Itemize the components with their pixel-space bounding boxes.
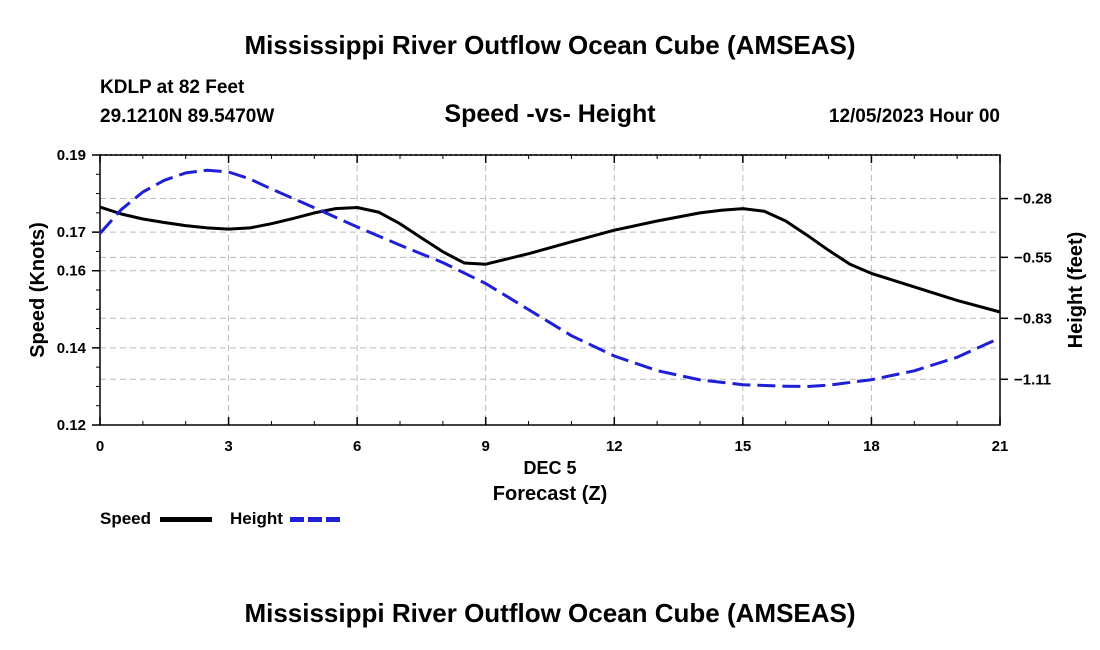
- y-axis-left-title: Speed (Knots): [27, 222, 49, 358]
- station-coordinates: 29.1210N 89.5470W: [100, 106, 275, 127]
- chart-subtitle: Speed -vs- Height: [444, 100, 656, 128]
- x-tick-label: 12: [606, 438, 623, 455]
- footer-title: Mississippi River Outflow Ocean Cube (AM…: [244, 598, 856, 628]
- y-axis-right-title: Height (feet): [1065, 232, 1087, 349]
- y-right-tick-label: −0.83: [1014, 310, 1052, 327]
- legend-height-swatch: [290, 517, 342, 522]
- legend-speed-label: Speed: [100, 509, 152, 528]
- axis-ticks: 0 3 6 9 12 15 18 21 0.12 0.14 0.16 0.17 0.19 −0.28 −0.…: [57, 147, 1052, 455]
- y-left-tick-label: 0.12: [57, 417, 86, 434]
- legend-height-label: Height: [230, 509, 283, 528]
- forecast-datetime: 12/05/2023 Hour 00: [828, 106, 1000, 127]
- x-tick-label: 6: [353, 438, 361, 455]
- x-tick-label: 15: [735, 438, 752, 455]
- plot-frame: [99, 154, 1001, 426]
- y-right-tick-label: −0.55: [1014, 249, 1052, 266]
- x-tick-label: 3: [224, 438, 232, 455]
- x-tick-label: 18: [863, 438, 880, 455]
- y-right-tick-label: −0.28: [1014, 191, 1052, 208]
- y-left-tick-label: 0.14: [57, 340, 87, 357]
- grid-lines: [100, 155, 1000, 425]
- height-series-line: [98, 168, 1001, 388]
- x-tick-label: 0: [96, 438, 104, 455]
- x-axis-title: Forecast (Z): [493, 483, 607, 505]
- speed-series-line: [99, 205, 1001, 314]
- chart-title: Mississippi River Outflow Ocean Cube (AM…: [244, 30, 856, 60]
- y-right-tick-label: −1.11: [1014, 371, 1051, 388]
- y-left-tick-label: 0.16: [57, 263, 86, 280]
- x-axis-date-label: DEC 5: [523, 458, 576, 478]
- y-left-tick-label: 0.19: [57, 147, 86, 164]
- series-layer: [98, 168, 1001, 388]
- station-label: KDLP at 82 Feet: [100, 77, 245, 98]
- y-left-tick-label: 0.17: [57, 224, 86, 241]
- x-tick-label: 21: [992, 438, 1009, 455]
- x-tick-label: 9: [482, 438, 490, 455]
- legend-speed-swatch: [160, 517, 212, 522]
